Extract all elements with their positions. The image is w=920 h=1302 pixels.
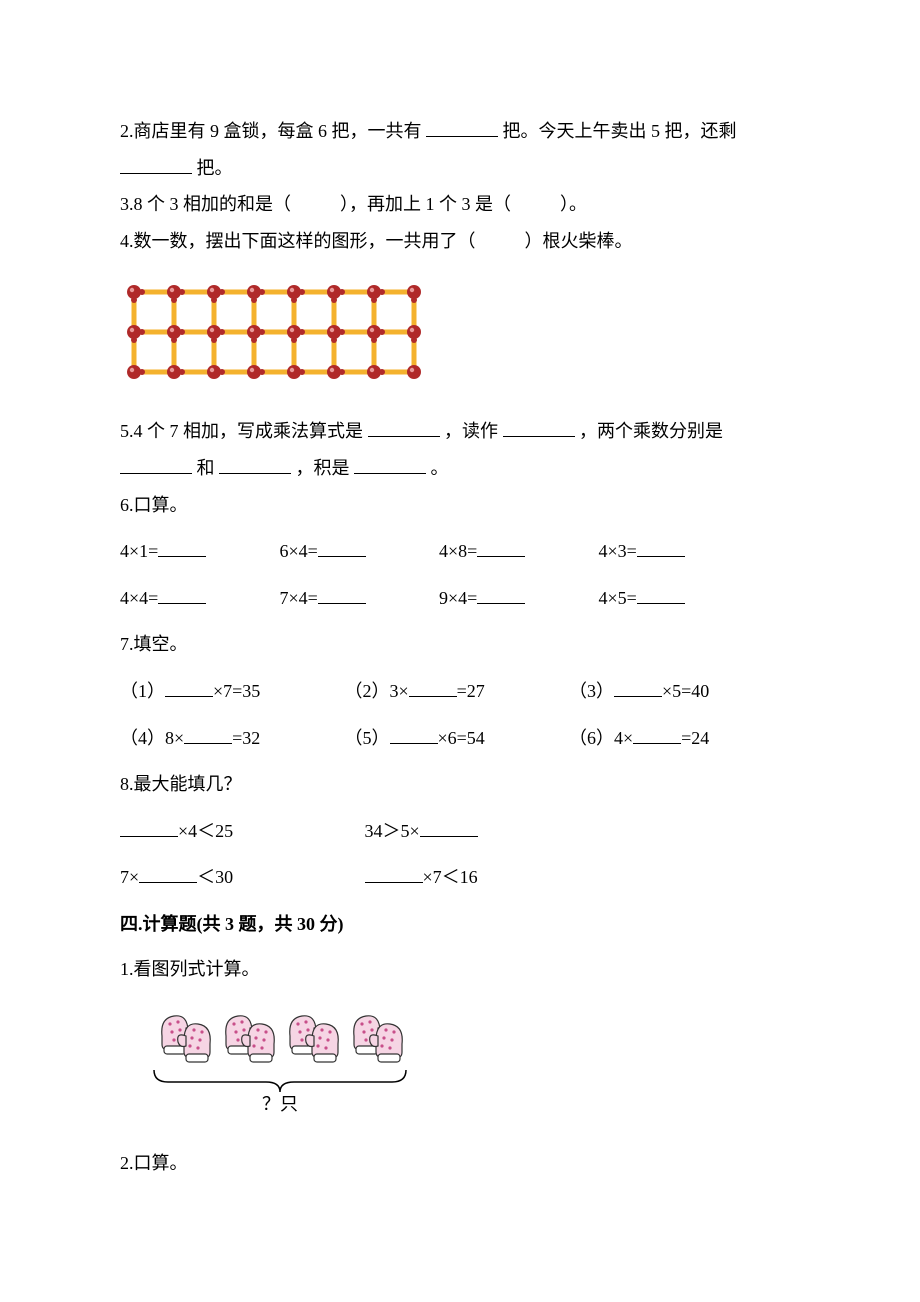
- mittens-figure: ？只: [144, 1008, 800, 1118]
- q8-eq: ＜30: [197, 867, 233, 887]
- matchstick-svg: [120, 278, 430, 394]
- question-2: 2.商店里有 9 盒锁，每盒 6 把，一共有 把。今天上午卖出 5 把，还剩: [120, 116, 800, 147]
- fill-blank[interactable]: [184, 725, 232, 744]
- fill-blank[interactable]: [318, 585, 366, 604]
- equation: 4×5=: [599, 588, 637, 608]
- fill-blank[interactable]: [614, 678, 662, 697]
- q2-text-3: 把。: [197, 158, 233, 178]
- q7-eq: =24: [681, 728, 709, 748]
- q5-text-2: ，读作: [444, 421, 498, 441]
- fill-blank[interactable]: [426, 118, 498, 137]
- q5-text-5: ，积是: [296, 458, 350, 478]
- fill-blank[interactable]: [477, 538, 525, 557]
- equation: 4×1=: [120, 541, 158, 561]
- fill-blank[interactable]: [165, 678, 213, 697]
- fill-blank[interactable]: [158, 585, 206, 604]
- q7-eq: =32: [232, 728, 260, 748]
- fill-blank[interactable]: [633, 725, 681, 744]
- fill-blank[interactable]: [390, 725, 438, 744]
- section-4-title: 四.计算题(共 3 题，共 30 分): [120, 909, 800, 940]
- question-5-line2: 和 ，积是 。: [120, 453, 800, 484]
- q7-label: （3）: [569, 681, 614, 701]
- q7-row2: （4）8× =32 （5） ×6=54 （6）4× =24: [120, 723, 800, 754]
- q7-label: （1）: [120, 681, 165, 701]
- fill-blank[interactable]: [368, 418, 440, 437]
- fill-blank[interactable]: [120, 455, 192, 474]
- question-2-line2: 把。: [120, 153, 800, 184]
- question-3: 3.8 个 3 相加的和是（ ），再加上 1 个 3 是（ ）。: [120, 189, 800, 220]
- q3-text-1: 3.8 个 3 相加的和是（: [120, 194, 291, 214]
- q4-text-2: ）根火柴棒。: [525, 231, 633, 251]
- equation: 7×4=: [280, 588, 318, 608]
- question-7-title: 7.填空。: [120, 629, 800, 660]
- q2-text-1: 2.商店里有 9 盒锁，每盒 6 把，一共有: [120, 121, 422, 141]
- question-5: 5.4 个 7 相加，写成乘法算式是 ，读作 ，两个乘数分别是: [120, 416, 800, 447]
- q6-row1: 4×1= 6×4= 4×8= 4×3=: [120, 536, 800, 567]
- fill-blank[interactable]: [365, 864, 423, 883]
- fill-blank[interactable]: [318, 538, 366, 557]
- q5-text-4: 和: [197, 458, 215, 478]
- q8-eq: ×4＜25: [178, 821, 233, 841]
- q7-eq: ×5=40: [662, 681, 709, 701]
- equation: 4×4=: [120, 588, 158, 608]
- fill-blank[interactable]: [354, 455, 426, 474]
- q7-row1: （1） ×7=35 （2）3× =27 （3） ×5=40: [120, 676, 800, 707]
- equation: 9×4=: [439, 588, 477, 608]
- q3-text-2: ），再加上 1 个 3 是（: [340, 194, 511, 214]
- q8-row2: 7× ＜30 ×7＜16: [120, 862, 800, 893]
- q7-eq: ×6=54: [438, 728, 485, 748]
- equation: 6×4=: [280, 541, 318, 561]
- equation: 4×3=: [599, 541, 637, 561]
- q5-text-3: ，两个乘数分别是: [579, 421, 723, 441]
- q7-eq: =27: [457, 681, 485, 701]
- mittens-svg: ？只: [144, 1008, 434, 1118]
- s4-q2-title: 2.口算。: [120, 1148, 800, 1179]
- q7-eq: 4×: [614, 728, 633, 748]
- q3-text-3: ）。: [560, 194, 587, 214]
- q7-label: （6）: [569, 728, 614, 748]
- question-8-title: 8.最大能填几？: [120, 769, 800, 800]
- fill-blank[interactable]: [120, 155, 192, 174]
- q5-text-6: 。: [431, 458, 449, 478]
- q7-eq: 3×: [390, 681, 409, 701]
- q6-row2: 4×4= 7×4= 9×4= 4×5=: [120, 583, 800, 614]
- q8-eq: ×7＜16: [423, 867, 478, 887]
- q7-label: （5）: [345, 728, 390, 748]
- q8-eq: 7×: [120, 867, 139, 887]
- fill-blank[interactable]: [139, 864, 197, 883]
- question-4: 4.数一数，摆出下面这样的图形，一共用了（ ）根火柴棒。: [120, 226, 800, 257]
- q5-text-1: 5.4 个 7 相加，写成乘法算式是: [120, 421, 363, 441]
- fill-blank[interactable]: [420, 818, 478, 837]
- question-6-title: 6.口算。: [120, 490, 800, 521]
- matchstick-figure: [120, 278, 800, 394]
- svg-text:？只: ？只: [262, 1094, 298, 1114]
- fill-blank[interactable]: [637, 538, 685, 557]
- fill-blank[interactable]: [219, 455, 291, 474]
- fill-blank[interactable]: [637, 585, 685, 604]
- fill-blank[interactable]: [120, 818, 178, 837]
- q8-row1: ×4＜25 34＞5×: [120, 816, 800, 847]
- q4-text-1: 4.数一数，摆出下面这样的图形，一共用了（: [120, 231, 476, 251]
- fill-blank[interactable]: [477, 585, 525, 604]
- q8-eq: 34＞5×: [365, 821, 420, 841]
- fill-blank[interactable]: [158, 538, 206, 557]
- q7-label: （2）: [345, 681, 390, 701]
- s4-q1-title: 1.看图列式计算。: [120, 954, 800, 985]
- q7-eq: ×7=35: [213, 681, 260, 701]
- q7-label: （4）: [120, 728, 165, 748]
- fill-blank[interactable]: [503, 418, 575, 437]
- equation: 4×8=: [439, 541, 477, 561]
- fill-blank[interactable]: [409, 678, 457, 697]
- q7-eq: 8×: [165, 728, 184, 748]
- q2-text-2: 把。今天上午卖出 5 把，还剩: [503, 121, 737, 141]
